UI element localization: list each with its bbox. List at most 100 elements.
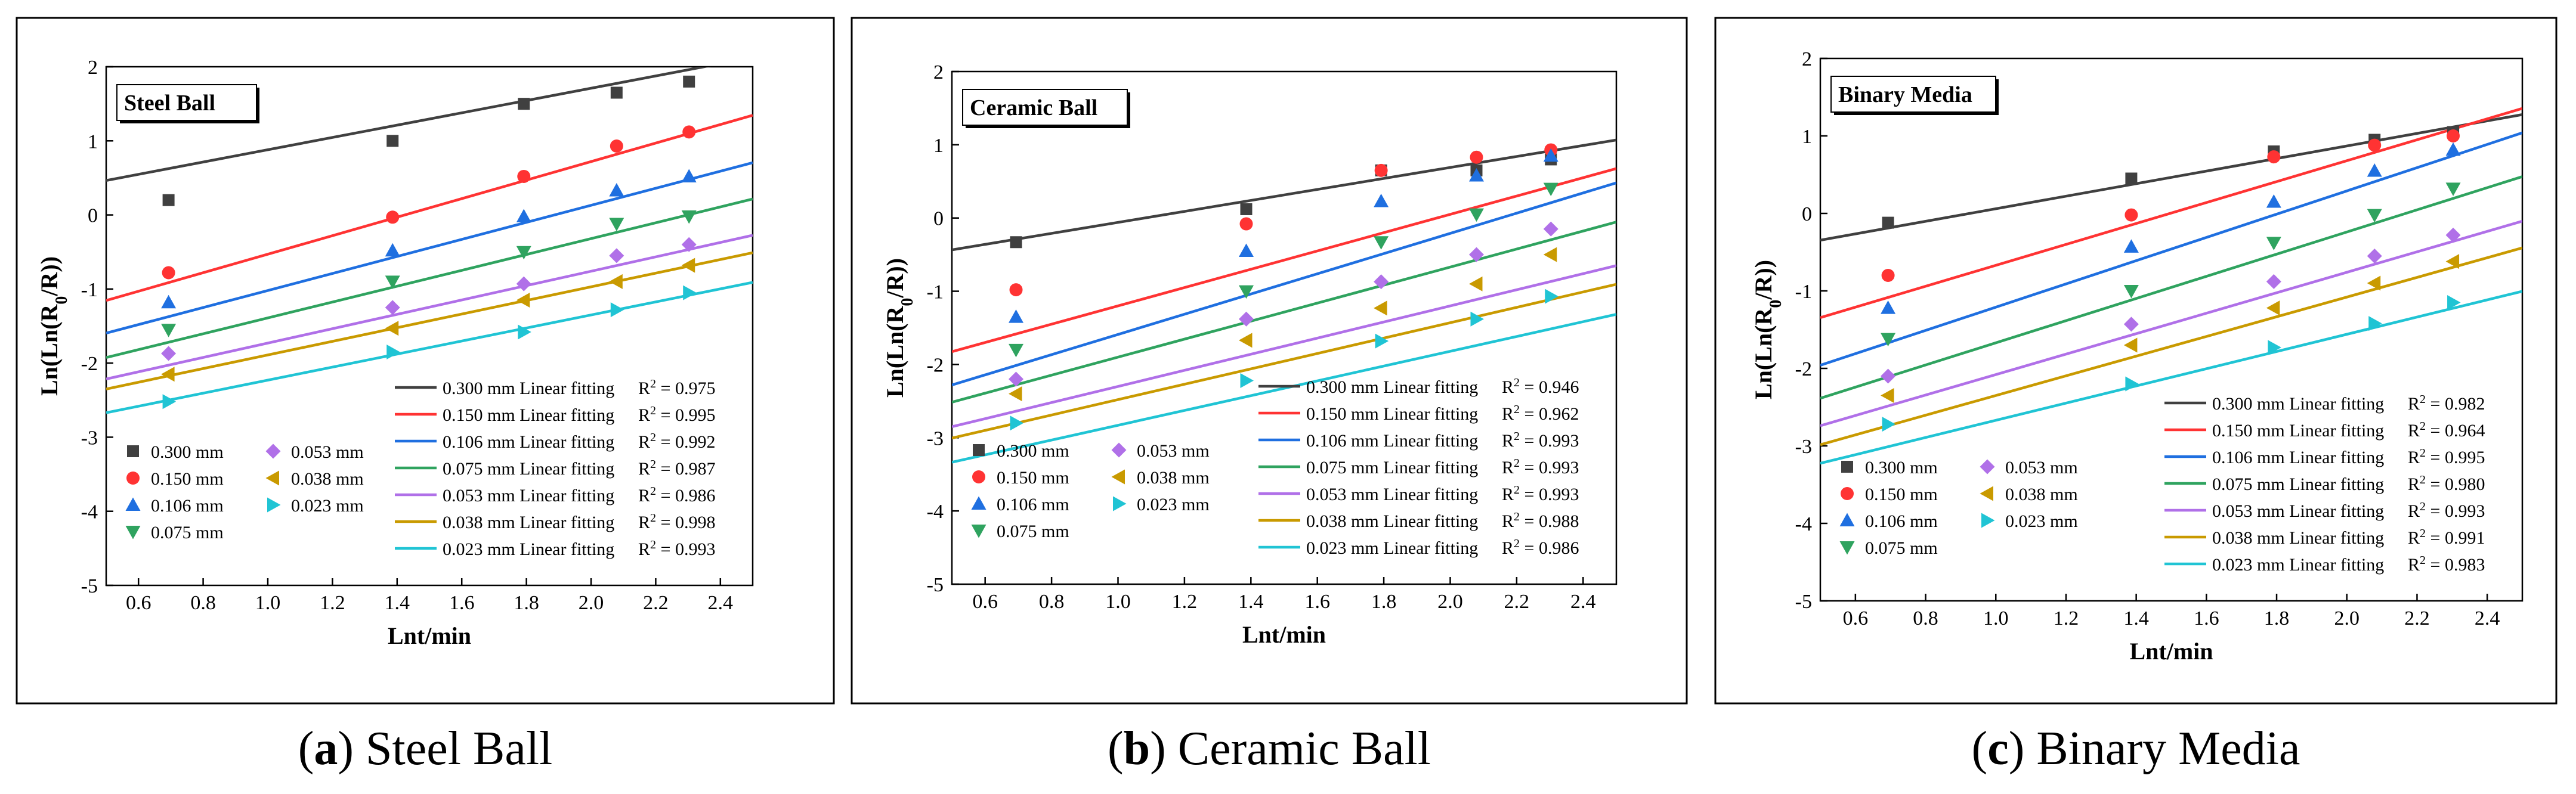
x-tick-label: 1.2 (1172, 591, 1198, 613)
data-point (1239, 333, 1253, 348)
data-point (2367, 275, 2381, 291)
fit-legend-label: 0.150 mm Linear fitting (2212, 421, 2384, 441)
fit-line-0.300-mm (952, 138, 1616, 252)
x-tick-label: 1.0 (1983, 607, 2009, 629)
fit-legend-label: 0.106 mm Linear fitting (443, 432, 614, 452)
data-point (2266, 300, 2280, 316)
x-tick-label: 2.0 (1437, 591, 1463, 613)
plot-area (1819, 57, 2524, 602)
panel-frame (16, 17, 835, 705)
data-point (1240, 373, 1254, 388)
fit-legend: 0.300 mm Linear fitting R2 = 0.982 0.150 m… (2164, 393, 2485, 575)
data-point (1543, 148, 1558, 162)
y-tick-label: 0 (88, 205, 98, 227)
data-point (1882, 216, 1894, 229)
x-tick-label: 1.4 (385, 592, 410, 614)
y-tick-label: -2 (81, 353, 98, 375)
data-point (1374, 236, 1389, 250)
data-point (1881, 333, 1896, 347)
data-point (161, 367, 175, 382)
marker-legend-label: 0.106 mm (997, 495, 1069, 514)
fit-legend-r2: R2 = 0.962 (1502, 403, 1579, 424)
data-point (1543, 182, 1558, 197)
data-point (610, 139, 623, 153)
data-point (610, 302, 624, 318)
data-point (2266, 274, 2281, 289)
marker-legend-symbol (972, 470, 985, 483)
y-tick-label: -4 (1795, 513, 1812, 535)
y-tick-label: -5 (1795, 591, 1812, 613)
data-point (161, 294, 177, 309)
data-point (1543, 247, 1557, 262)
data-point (518, 324, 531, 340)
marker-legend-symbol (1839, 541, 1855, 555)
fit-legend-r2: R2 = 0.993 (1502, 430, 1579, 451)
chart-panel-3: 0.6 0.8 1.0 1.2 1.4 1.6 1.8 2.0 2.2 2.4 2 1 0 -1 -2 -3 -… (1714, 17, 2558, 705)
fit-legend-label: 0.075 mm Linear fitting (443, 459, 614, 479)
data-point (386, 210, 400, 224)
fit-legend-r2: R2 = 0.987 (638, 458, 715, 479)
fit-line-0.023-mm (952, 313, 1616, 464)
fit-legend-r2: R2 = 0.982 (2408, 393, 2485, 414)
y-tick-label: -1 (81, 279, 98, 301)
marker-legend: 0.300 mm 0.150 mm 0.106 mm 0.075 mm 0.053 mm… (971, 441, 1210, 541)
x-tick-label: 1.4 (1238, 591, 1264, 613)
marker-legend-symbol (1980, 459, 1995, 474)
data-point (681, 237, 697, 252)
data-point (2367, 163, 2382, 177)
data-point (1009, 283, 1023, 297)
data-point (2368, 138, 2382, 152)
y-axis-label: Ln(Ln(R0/R)) (882, 258, 917, 398)
x-tick-label: 1.4 (2123, 607, 2149, 629)
marker-legend-label: 0.023 mm (1137, 495, 1210, 514)
x-axis-label: Lnt/min (388, 622, 471, 649)
data-point (2447, 129, 2460, 142)
data-point (2123, 317, 2139, 332)
fit-legend-r2: R2 = 0.992 (638, 431, 715, 452)
marker-legend-symbol (1111, 469, 1125, 485)
title-box-frame (1830, 76, 1996, 113)
data-point (2447, 295, 2461, 310)
marker-legend-symbol (265, 443, 281, 459)
data-point (2266, 194, 2281, 208)
fit-legend-label: 0.300 mm Linear fitting (2212, 394, 2384, 414)
y-tick-label: -4 (81, 501, 98, 523)
y-tick-label: -5 (927, 574, 944, 596)
y-tick-label: -2 (927, 354, 944, 376)
data-point (2445, 254, 2460, 269)
fit-legend-label: 0.053 mm Linear fitting (2212, 501, 2384, 521)
fit-line-0.038-mm (1820, 246, 2522, 446)
data-point (2125, 172, 2138, 185)
x-axis-label: Lnt/min (2129, 638, 2213, 665)
data-point (162, 394, 177, 410)
data-point (2367, 249, 2382, 263)
x-tick-label: 0.6 (1843, 607, 1869, 629)
data-point (683, 285, 697, 300)
data-point (2123, 337, 2138, 353)
marker-legend-symbol (1839, 513, 1855, 526)
chart-title: Steel Ball (124, 91, 215, 116)
marker-legend-label: 0.075 mm (1865, 538, 1938, 558)
x-tick-label: 1.0 (1105, 591, 1131, 613)
data-point (1881, 388, 1894, 403)
panel-frame (1714, 17, 2558, 705)
chart-title-box: Binary Media (1830, 76, 1999, 115)
marker-legend-symbol (973, 444, 985, 456)
data-point (1009, 309, 1024, 323)
marker-legend-label: 0.106 mm (1865, 511, 1938, 531)
data-point (682, 125, 696, 139)
data-point (2124, 208, 2138, 222)
data-point (681, 210, 697, 224)
chart-title: Binary Media (1838, 82, 1972, 107)
data-point (681, 258, 695, 273)
y-axis-label: Ln(Ln(R0/R)) (36, 256, 71, 396)
data-point (1009, 386, 1022, 402)
marker-legend-symbol (1980, 486, 1993, 501)
data-point (2368, 316, 2382, 331)
y-tick-label: -4 (927, 501, 944, 523)
fit-legend-label: 0.053 mm Linear fitting (1306, 485, 1478, 504)
fit-legend-r2: R2 = 0.986 (638, 485, 715, 505)
marker-legend-symbol (125, 526, 141, 539)
marker-legend-symbol (125, 497, 141, 511)
marker-legend-label: 0.038 mm (1137, 468, 1210, 488)
